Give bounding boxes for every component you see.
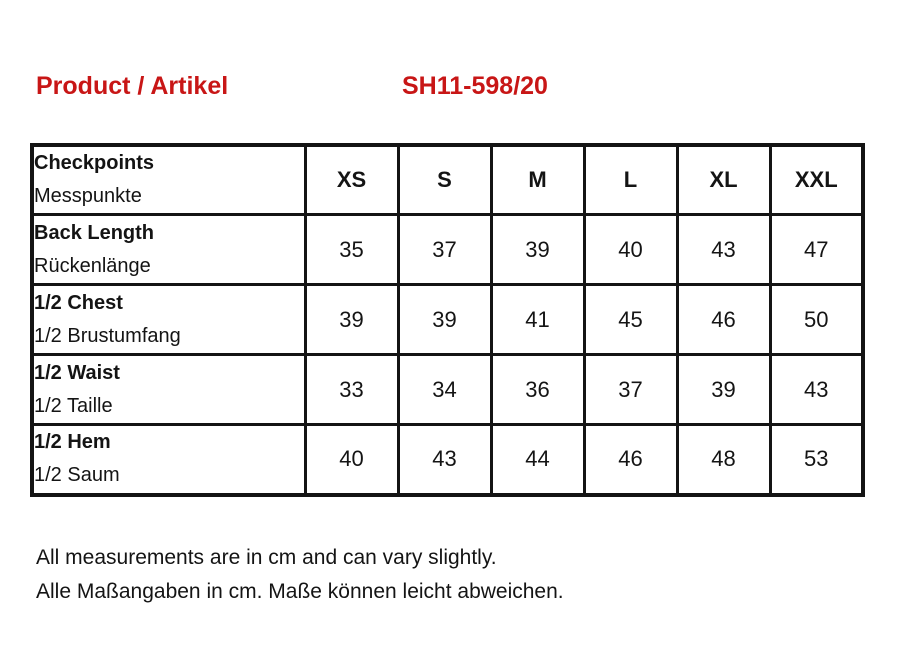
- checkpoints-header-cell: Checkpoints Messpunkte: [30, 143, 307, 216]
- row-label-cell: Back Length Rückenlänge: [30, 213, 307, 286]
- note-line-en: All measurements are in cm and can vary …: [36, 546, 497, 569]
- value-cell: 40: [582, 213, 679, 286]
- value-cell: 43: [768, 353, 865, 426]
- row-label-de: 1/2 Brustumfang: [34, 324, 181, 347]
- value-cell: 33: [303, 353, 400, 426]
- table-row-half-chest: 1/2 Chest 1/2 Brustumfang 39 39 41 45 46…: [30, 283, 865, 356]
- row-label-cell: 1/2 Waist 1/2 Taille: [30, 353, 307, 426]
- value-cell: 43: [396, 423, 493, 496]
- note-line-de: Alle Maßangaben in cm. Maße können leich…: [36, 580, 564, 603]
- table-header-row: Checkpoints Messpunkte XS S M L XL XXL: [30, 143, 865, 216]
- value-cell: 43: [675, 213, 772, 286]
- value-cell: 36: [489, 353, 586, 426]
- value-cell: 46: [675, 283, 772, 356]
- table-row-back-length: Back Length Rückenlänge 35 37 39 40 43 4…: [30, 213, 865, 286]
- row-label-de: 1/2 Saum: [34, 464, 120, 487]
- checkpoints-label-de: Messpunkte: [34, 185, 142, 207]
- value-cell: 44: [489, 423, 586, 496]
- row-label-en: 1/2 Waist: [34, 361, 120, 384]
- value-cell: 39: [303, 283, 400, 356]
- size-header-xs: XS: [303, 143, 400, 216]
- measurement-notes: All measurements are in cm and can vary …: [36, 541, 564, 609]
- size-table: Checkpoints Messpunkte XS S M L XL XXL B…: [30, 143, 865, 497]
- size-header-m: M: [489, 143, 586, 216]
- size-header-xxl: XXL: [768, 143, 865, 216]
- row-label-en: 1/2 Hem: [34, 431, 111, 454]
- product-label: Product / Artikel: [36, 72, 229, 100]
- size-header-s: S: [396, 143, 493, 216]
- value-cell: 41: [489, 283, 586, 356]
- value-cell: 40: [303, 423, 400, 496]
- value-cell: 34: [396, 353, 493, 426]
- table-row-half-waist: 1/2 Waist 1/2 Taille 33 34 36 37 39 43: [30, 353, 865, 426]
- table-row-half-hem: 1/2 Hem 1/2 Saum 40 43 44 46 48 53: [30, 423, 865, 496]
- value-cell: 46: [582, 423, 679, 496]
- product-code: SH11-598/20: [402, 72, 548, 100]
- row-label-cell: 1/2 Chest 1/2 Brustumfang: [30, 283, 307, 356]
- value-cell: 37: [396, 213, 493, 286]
- row-label-de: Rückenlänge: [34, 254, 151, 277]
- value-cell: 47: [768, 213, 865, 286]
- row-label-cell: 1/2 Hem 1/2 Saum: [30, 423, 307, 496]
- value-cell: 50: [768, 283, 865, 356]
- row-label-de: 1/2 Taille: [34, 394, 113, 417]
- value-cell: 39: [396, 283, 493, 356]
- value-cell: 39: [489, 213, 586, 286]
- size-header-xl: XL: [675, 143, 772, 216]
- value-cell: 48: [675, 423, 772, 496]
- value-cell: 37: [582, 353, 679, 426]
- title-row: Product / Artikel SH11-598/20: [36, 72, 866, 106]
- row-label-en: 1/2 Chest: [34, 291, 123, 314]
- row-label-en: Back Length: [34, 221, 155, 244]
- value-cell: 45: [582, 283, 679, 356]
- value-cell: 35: [303, 213, 400, 286]
- value-cell: 39: [675, 353, 772, 426]
- value-cell: 53: [768, 423, 865, 496]
- size-header-l: L: [582, 143, 679, 216]
- checkpoints-label-en: Checkpoints: [34, 152, 155, 174]
